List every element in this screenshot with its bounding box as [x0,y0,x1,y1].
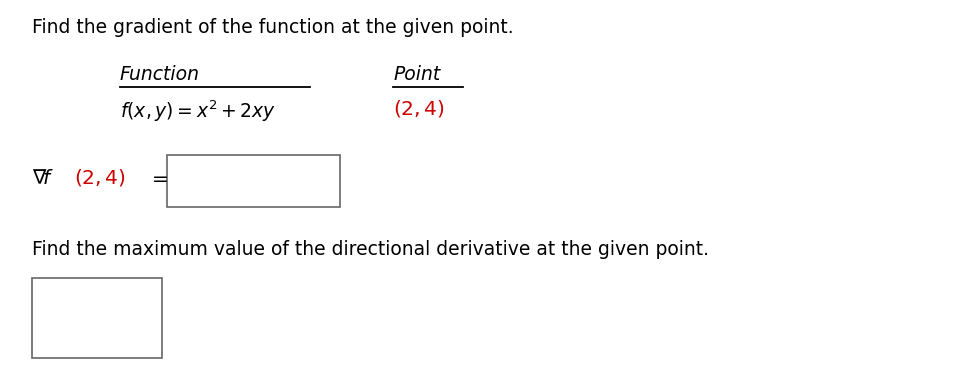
Text: $f(x, y) = x^2 + 2xy$: $f(x, y) = x^2 + 2xy$ [120,98,276,123]
Text: Function: Function [120,65,200,84]
Text: $(2, 4)$: $(2, 4)$ [74,167,126,188]
Text: $\nabla\!f$: $\nabla\!f$ [32,168,54,188]
Text: Find the gradient of the function at the given point.: Find the gradient of the function at the… [32,18,514,37]
Bar [167,155,340,207]
Text: Point: Point [393,65,440,84]
Bar [32,278,162,358]
Text: $(2, 4)$: $(2, 4)$ [393,98,445,119]
Text: Find the maximum value of the directional derivative at the given point.: Find the maximum value of the directiona… [32,240,709,259]
Text: $=$: $=$ [148,168,169,188]
